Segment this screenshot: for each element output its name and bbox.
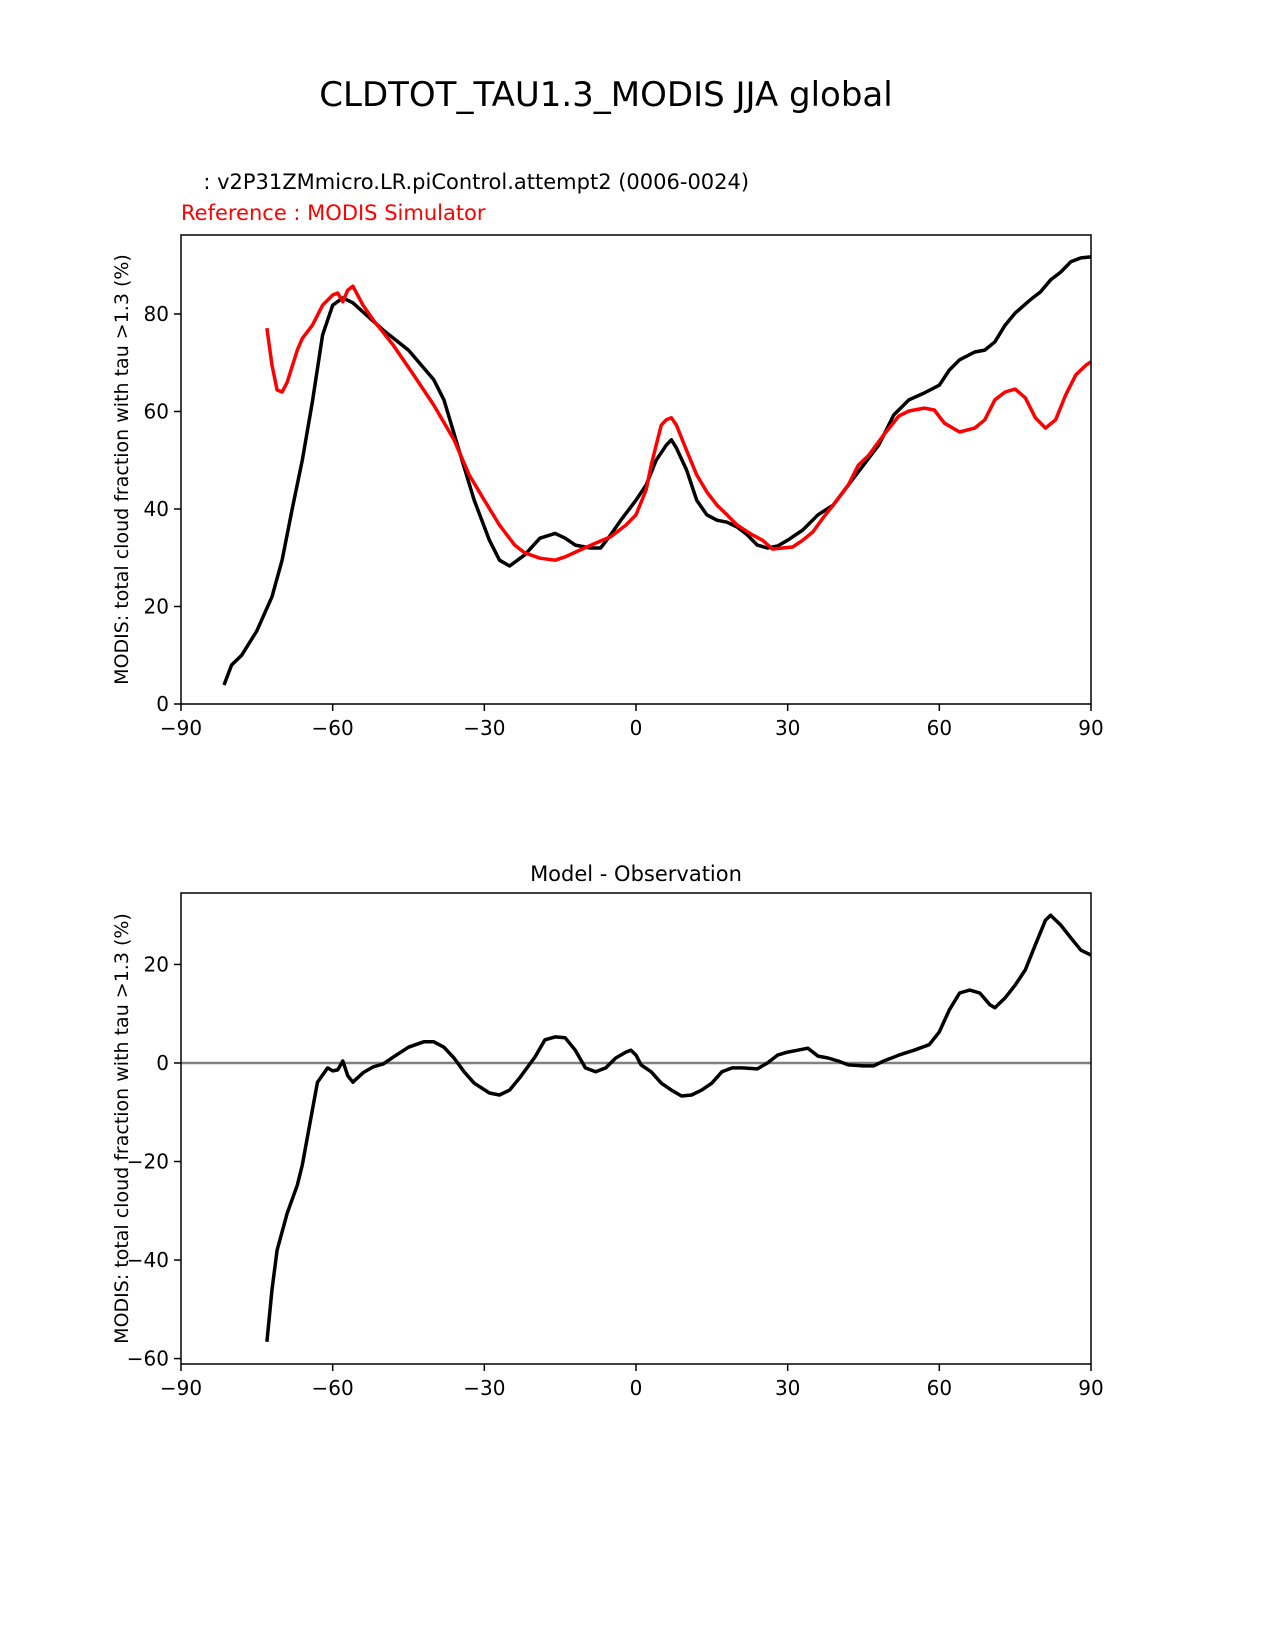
bottom-axes: −90 −60 −30 0 30 60 90 −60 −40 −20 0 20 MODIS: total… [111,892,1104,1400]
x-tick-label: −60 [312,716,354,740]
x-tick-label: 30 [775,1376,800,1400]
y-tick-label: 80 [144,302,169,326]
reference-label: Reference : MODIS Simulator [181,201,486,225]
x-tick-label: −30 [463,716,505,740]
series-line-model [265,913,1092,1342]
x-tick-label: −90 [160,716,202,740]
x-tick-label: 90 [1078,716,1103,740]
y-tick-label: 0 [156,692,169,716]
x-tick-label: 30 [775,716,800,740]
x-tick-label: 0 [630,716,643,740]
x-tick-label: −30 [463,1376,505,1400]
figure-title: CLDTOT_TAU1.3_MODIS JJA global [319,75,892,115]
top-axes: −90 −60 −30 0 30 60 90 0 20 40 60 80 MODIS: total cl… [111,234,1104,740]
series-line-reference [265,284,1092,562]
x-tick-label: 0 [630,1376,643,1400]
y-tick-label: 20 [144,594,169,618]
y-axis-label: MODIS: total cloud fraction with tau >1.… [111,254,133,685]
x-tick-label: 60 [927,1376,952,1400]
axes-frame [180,892,1092,1365]
x-tick-label: −60 [312,1376,354,1400]
y-axis-label: MODIS: total cloud fraction with tau >1.… [111,913,133,1344]
y-tick-label: 20 [144,952,169,976]
test-model-label: : v2P31ZMmicro.LR.piControl.attempt2 (00… [190,170,749,194]
y-tick-label: 40 [144,497,169,521]
y-tick-label: −40 [127,1248,169,1272]
y-tick-label: −60 [127,1347,169,1371]
y-tick-label: 0 [156,1051,169,1075]
axes-frame [180,234,1092,705]
x-tick-label: 60 [927,716,952,740]
series-line-model [222,255,1092,686]
x-tick-label: −90 [160,1376,202,1400]
x-tick-label: 90 [1078,1376,1103,1400]
y-tick-label: 60 [144,399,169,423]
bottom-plot-title: Model - Observation [530,862,742,886]
y-tick-label: −20 [127,1150,169,1174]
